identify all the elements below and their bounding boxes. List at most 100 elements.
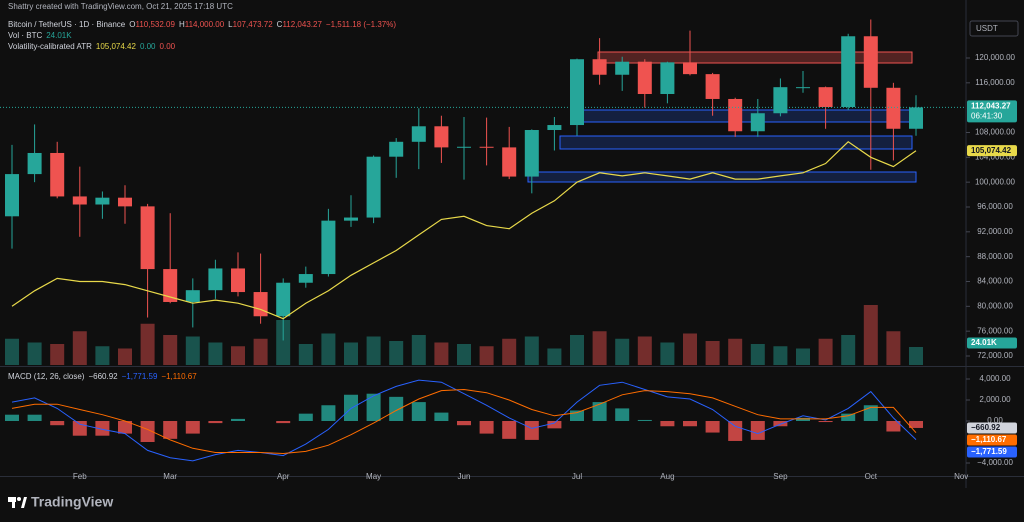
y-tick-label: 4,000.00 [979,374,1011,383]
macd-histogram-bar [570,410,584,422]
x-tick-label: Mar [163,472,177,481]
candle-body [796,87,810,89]
legend-key: L [228,20,233,29]
volume-bar [615,338,630,365]
price-badge [967,422,1017,434]
price-badge-label: −1,110.67 [971,435,1007,444]
candle-body [547,125,562,131]
volume-bar [27,342,42,365]
macd-histogram-bar [524,421,539,440]
x-tick-label: Feb [73,472,87,481]
candle-body [660,62,675,94]
macd-histogram-bar [750,421,765,440]
macd-histogram-bar [50,421,65,426]
candle-body [321,220,336,275]
volume-bar [705,341,720,365]
candle-body [140,206,155,270]
resistance-zone [597,51,913,64]
macd-histogram-bar [592,402,607,422]
volume-bar [773,346,788,365]
volume-bar [185,336,200,365]
x-tick-label: Aug [660,472,674,481]
candle-body [841,36,856,108]
candle-body [728,98,743,132]
candle-body [72,196,87,205]
symbol: Bitcoin / TetherUS · 1D · Binance [8,20,126,29]
macd-histogram-bar [72,421,87,436]
macd-name: MACD (12, 26, close) [8,372,85,381]
y-tick-label: 72,000.00 [977,351,1013,360]
candle-body [434,126,449,148]
volume-name: Vol · BTC [8,31,42,40]
volume-bar [637,336,652,365]
candle-body [118,197,132,207]
atr-line [11,141,917,320]
volume-bar [5,338,19,365]
volume-bar [118,348,132,365]
macd-histogram-bar [321,405,336,422]
symbol-legend: Bitcoin / TetherUS · 1D · Binance O110,53… [8,20,396,29]
macd-histogram-bar [118,421,132,434]
candle-body [524,130,539,177]
countdown-label: 06:41:30 [971,111,1003,120]
candle-body [5,174,19,217]
price-badge-label: −1,771.59 [971,447,1007,456]
macd-histogram-bar [773,421,788,427]
candle-body [231,268,245,293]
volume-bar [344,342,358,365]
macd-histogram-bar [728,421,743,441]
volume-bar [411,335,426,365]
candle-body [185,290,200,302]
macd-histogram-bar [208,421,223,424]
macd-histogram-bar [434,412,449,422]
legend-change: −1,511.18 (−1.37%) [326,20,396,29]
candle-body [344,217,358,221]
logo-shape [17,497,21,501]
logo-shape [21,497,27,508]
volume-bar [140,323,155,365]
atr-value: 105,074.42 [96,42,137,51]
legend-value: 110,532.09 [135,20,175,29]
macd-value: −1,771.59 [122,372,158,381]
volume-bar [592,331,607,365]
y-tick-label: 80,000.00 [977,301,1013,310]
macd-histogram-bar [298,413,313,422]
candle-body [27,152,42,175]
logo-shape [12,497,15,508]
legend-key: O [129,20,135,29]
volume-legend: Vol · BTC 24.01K [8,31,72,40]
x-tick-label: Oct [865,472,878,481]
volume-bar [886,331,901,365]
candle-body [50,152,65,197]
candle-body [457,146,471,148]
macd-line [11,388,917,455]
macd-histogram-bar [909,421,923,428]
volume-bar [321,333,336,365]
candle-body [863,36,878,88]
support-zone [527,171,917,183]
legend-key: H [179,20,185,29]
volume-bar [909,346,923,365]
support-zone [559,135,913,150]
macd-histogram-bar [231,418,245,422]
y-tick-label: 104,000.00 [975,152,1016,161]
x-tick-label: Apr [277,472,290,481]
volume-bar [253,338,268,365]
legend-value: 112,043.27 [282,20,322,29]
macd-histogram-bar [5,414,19,422]
y-tick-label: 100,000.00 [975,177,1016,186]
legend-value: 114,000.00 [185,20,225,29]
candle-body [592,59,607,75]
volume-bar [570,335,584,365]
volume-bar [95,346,110,365]
macd-histogram-bar [411,402,426,422]
macd-histogram-bar [502,421,517,439]
candle-body [750,113,765,132]
volume-bar [276,320,291,365]
legend-value: 107,473.72 [233,20,274,29]
support-zone [581,109,913,123]
candle-body [909,107,923,129]
volume-bar [298,344,313,365]
volume-bar [502,338,517,365]
